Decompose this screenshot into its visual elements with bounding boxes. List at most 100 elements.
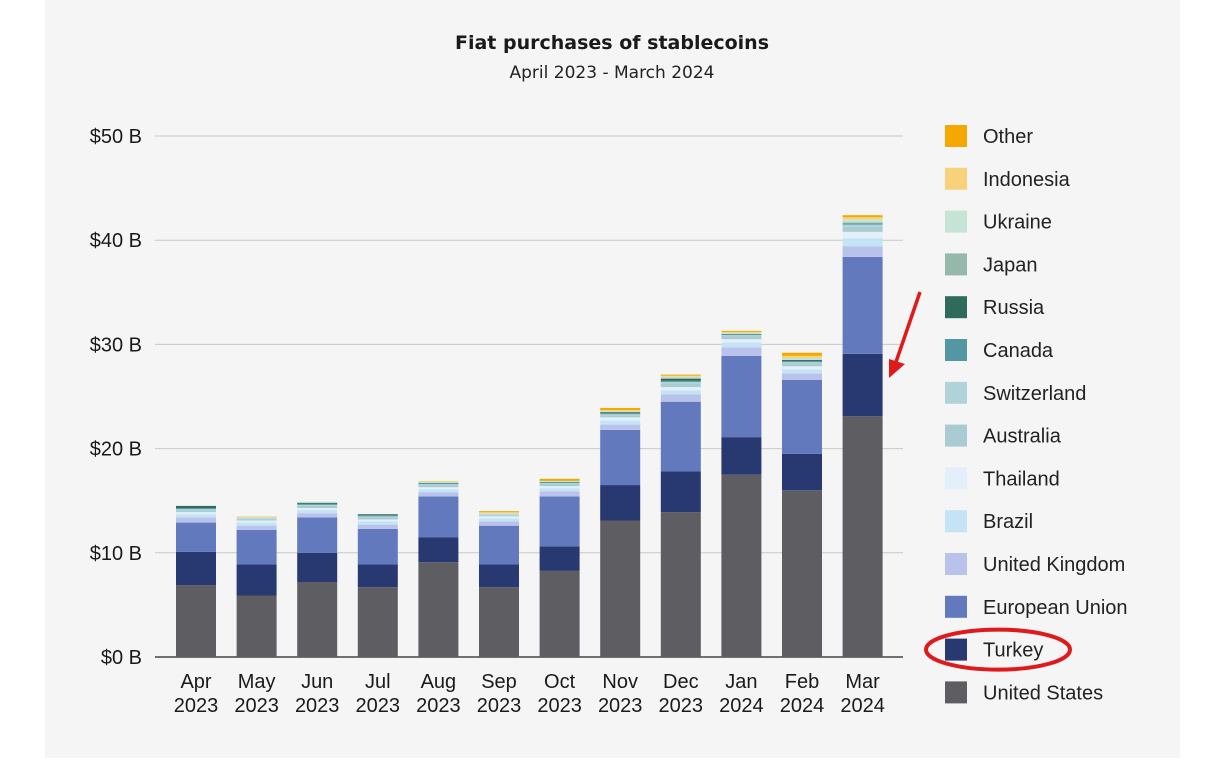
bar-stack-apr-2023 (176, 505, 216, 657)
highlight-ellipse (924, 627, 1072, 672)
bar-segment-ukraine (782, 357, 822, 361)
bar-segment-united-states (236, 595, 277, 657)
bar-stack-mar-2024 (842, 215, 883, 657)
x-tick-month: May (238, 671, 276, 693)
legend-label: Turkey (983, 640, 1043, 662)
x-tick-year: 2024 (780, 695, 825, 717)
bar-segment-russia (600, 412, 641, 414)
bar-segment-turkey (721, 437, 762, 475)
annotations (889, 291, 1072, 672)
bar-stack-jan-2024 (721, 330, 762, 657)
x-tick-month: Jul (365, 671, 391, 693)
bar-segment-united-kingdom (842, 246, 883, 257)
bar-segment-australia (418, 485, 459, 488)
bar-segment-australia (600, 415, 641, 418)
bar-segment-turkey (357, 564, 398, 588)
bar-segment-switzerland (721, 335, 762, 337)
x-tick-year: 2024 (840, 695, 885, 717)
bar-segment-switzerland (600, 414, 641, 416)
legend-item-japan: Japan (945, 253, 1038, 276)
legend-label: European Union (983, 597, 1128, 619)
bar-segment-thailand (660, 387, 701, 391)
legend-swatch (945, 681, 967, 704)
bar-segment-brazil (600, 420, 641, 425)
bar-segment-united-states (176, 585, 216, 657)
y-tick-label: $0 B (101, 647, 142, 669)
bar-segment-thailand (842, 231, 883, 239)
legend-swatch (945, 210, 967, 233)
bar-segment-brazil (842, 238, 883, 247)
legend-label: Russia (983, 297, 1045, 319)
legend-swatch (945, 125, 967, 147)
x-tick-year: 2023 (234, 695, 279, 717)
bar-segment-thailand (600, 417, 641, 421)
bar-segment-brazil (418, 489, 459, 493)
legend-swatch (945, 638, 967, 661)
bar-segment-ukraine (842, 219, 883, 223)
bar-segment-ukraine (418, 481, 459, 483)
bar-segment-indonesia (479, 512, 519, 514)
bar-segment-thailand (782, 366, 822, 370)
bar-segment-russia (660, 378, 701, 381)
bar-segment-united-states (782, 490, 822, 657)
bar-segment-thailand (479, 516, 519, 519)
legend-label: Other (983, 126, 1033, 148)
bar-segment-turkey (660, 471, 701, 513)
bar-segment-switzerland (297, 504, 338, 506)
x-tick-month: Apr (180, 671, 211, 693)
y-tick-label: $10 B (90, 543, 142, 565)
x-tick-year: 2023 (174, 695, 219, 717)
bar-segment-canada (176, 507, 216, 510)
legend-item-brazil: Brazil (945, 510, 1033, 533)
y-tick-label: $30 B (90, 334, 142, 356)
bar-segment-australia (236, 519, 277, 521)
bar-stack-jun-2023 (297, 501, 338, 657)
x-tick-year: 2023 (356, 695, 401, 717)
y-axis-ticks: $0 B $10 B $20 B $30 B $40 B $50 B (90, 126, 142, 669)
bar-segment-indonesia (721, 331, 762, 333)
bar-segment-other (842, 215, 883, 218)
bar-segment-united-states (842, 416, 883, 657)
bar-segment-thailand (357, 519, 398, 522)
bar-segment-united-states (357, 587, 398, 657)
legend-item-other: Other (945, 125, 1033, 148)
bar-segment-canada (782, 361, 822, 363)
bar-segment-indonesia (842, 217, 883, 220)
bar-segment-european-union (600, 429, 641, 486)
bar-segment-other (479, 511, 519, 513)
x-tick-year: 2023 (295, 695, 340, 717)
bar-segment-brazil (782, 369, 822, 374)
bar-segment-united-states (418, 562, 459, 657)
bar-segment-australia (357, 517, 398, 520)
bar-segment-european-union (842, 256, 883, 354)
bars (176, 215, 883, 657)
bar-segment-russia (176, 505, 216, 508)
bar-segment-australia (539, 484, 580, 487)
bar-segment-australia (842, 226, 883, 232)
x-axis-ticks: Apr2023May2023Jun2023Jul2023Aug2023Sep20… (174, 671, 885, 717)
bar-segment-ukraine (297, 501, 338, 503)
bar-segment-canada (418, 482, 459, 485)
bar-segment-japan (660, 377, 701, 379)
bar-segment-other (721, 330, 762, 332)
bar-segment-united-kingdom (721, 347, 762, 356)
x-tick-month: Jan (725, 671, 757, 693)
bar-segment-other (600, 407, 641, 411)
highlight-arrow-head (889, 359, 905, 378)
bar-segment-russia (782, 360, 822, 362)
bar-segment-switzerland (236, 518, 277, 520)
bar-segment-australia (660, 383, 701, 388)
legend-item-canada: Canada (945, 339, 1054, 362)
legend-item-united-states: United States (945, 681, 1103, 704)
legend-item-australia: Australia (945, 424, 1062, 448)
bar-segment-european-union (418, 496, 459, 538)
bar-segment-indonesia (600, 410, 641, 412)
bar-segment-european-union (176, 522, 216, 552)
legend-item-switzerland: Switzerland (945, 381, 1086, 405)
legend-swatch (945, 424, 967, 447)
bar-segment-indonesia (782, 355, 822, 358)
bar-segment-canada (297, 503, 338, 505)
bar-segment-australia (479, 515, 519, 517)
bar-segment-brazil (539, 488, 580, 492)
